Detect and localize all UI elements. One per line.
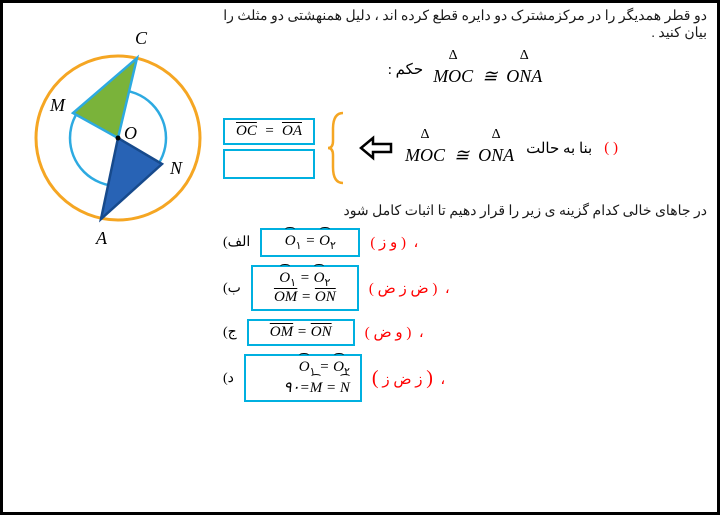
congruence-repeat: MOC ≅ ONA	[405, 131, 514, 166]
option-dal: ، (( ز ض ز ) ز ض ز ) O۱ = O۲ ۹۰=M = N د)	[223, 354, 445, 402]
letter-dal: د)	[223, 370, 234, 387]
label-n: N	[170, 158, 182, 179]
derivation-row: ( ) بنا به حالت MOC ≅ ONA OC = OA	[223, 111, 707, 185]
geometry-figure: C M O N A	[18, 23, 218, 253]
letter-alef: الف)	[223, 234, 250, 251]
hint-jim: ، ( و ض )	[365, 323, 424, 342]
letter-be: ب)	[223, 280, 241, 297]
box-be: O۱ = O۲ OM = ON	[251, 265, 359, 311]
label-a: A	[96, 228, 107, 249]
given-stack: OC = OA	[223, 118, 315, 179]
box-jim: OM = ON	[247, 319, 355, 346]
option-alef: ، ( و ز ) O۱ = O۲ الف)	[223, 228, 418, 257]
bena-label: بنا به حالت	[526, 139, 592, 158]
hint-alef: ، ( و ز )	[370, 233, 418, 252]
label-m: M	[50, 95, 65, 116]
conclusion-row: حکم : MOC ≅ ONA	[223, 48, 707, 91]
brace-icon	[327, 111, 347, 185]
option-be: ، ( ض ز ض ) O۱ = O۲ OM = ON ب)	[223, 265, 450, 311]
option-jim: ، ( و ض ) OM = ON ج)	[223, 319, 424, 346]
hint-dal: ، (( ز ض ز ) ز ض ز )	[372, 367, 445, 390]
arrow-icon	[359, 135, 393, 161]
box-dal: O۱ = O۲ ۹۰=M = N	[244, 354, 362, 402]
options-area: ، ( و ز ) O۱ = O۲ الف) ، ( ض ز ض ) O۱ = …	[223, 228, 707, 402]
question-text: در جاهای خالی کدام گزینه ی زیر را قرار د…	[223, 203, 707, 220]
box-alef: O۱ = O۲	[260, 228, 360, 257]
problem-statement: دو قطر همدیگر را در مرکزمشترک دو دایره ق…	[223, 8, 707, 42]
hint-be: ، ( ض ز ض )	[369, 279, 450, 298]
congruence-statement: MOC ≅ ONA	[433, 52, 542, 87]
label-o: O	[124, 123, 137, 144]
blank-case: ( )	[604, 140, 618, 157]
hokm-label: حکم :	[388, 60, 423, 79]
label-c: C	[135, 28, 147, 49]
given-oc-oa: OC = OA	[223, 118, 315, 145]
letter-jim: ج)	[223, 324, 237, 341]
blank-box	[223, 149, 315, 179]
